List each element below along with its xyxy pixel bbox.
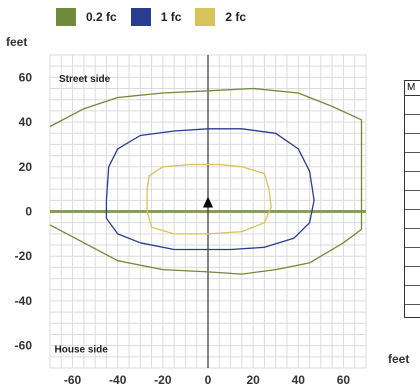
y-tick-label: 20 xyxy=(19,160,33,174)
x-tick-label: 20 xyxy=(246,373,260,387)
side-table-row xyxy=(405,134,420,153)
x-tick-label: -20 xyxy=(154,373,172,387)
side-table-row xyxy=(405,115,420,134)
side-table-row xyxy=(405,210,420,229)
x-tick-label: -60 xyxy=(64,373,82,387)
legend-item: 2 fc xyxy=(195,8,246,26)
y-tick-label: -20 xyxy=(15,249,33,263)
side-table-row xyxy=(405,229,420,248)
x-tick-label: -40 xyxy=(109,373,127,387)
chart-annotation: House side xyxy=(55,344,109,355)
legend-label: 2 fc xyxy=(225,10,247,24)
contour-0-2-fc xyxy=(49,87,363,275)
side-table-panel: M xyxy=(404,80,420,318)
legend-label: 1 fc xyxy=(160,10,182,24)
x-tick-label: 0 xyxy=(205,373,212,387)
y-tick-label: 0 xyxy=(25,205,32,219)
side-table-row xyxy=(405,172,420,191)
y-tick-label: -40 xyxy=(15,294,33,308)
legend-item: 0.2 fc xyxy=(56,8,117,26)
side-table-header: M xyxy=(405,81,420,96)
y-axis-unit-label: feet xyxy=(6,35,27,49)
side-table-row xyxy=(405,96,420,115)
side-table-row xyxy=(405,153,420,172)
side-table-row xyxy=(405,248,420,267)
x-tick-label: 60 xyxy=(337,373,351,387)
fixture-marker xyxy=(203,196,213,208)
y-tick-label: 40 xyxy=(19,115,33,129)
legend-swatch xyxy=(56,8,76,26)
legend-swatch xyxy=(130,8,151,26)
side-table-row xyxy=(405,267,420,286)
y-tick-label: 60 xyxy=(19,70,33,84)
side-panel-unit-label: feet xyxy=(388,352,410,366)
contour-2-fc xyxy=(146,163,272,235)
legend-swatch xyxy=(195,8,216,26)
side-table-row xyxy=(405,191,420,210)
x-tick-label: 40 xyxy=(292,373,306,387)
chart-legend: 0.2 fc 1 fc 2 fc xyxy=(56,6,246,28)
legend-item: 1 fc xyxy=(130,8,182,26)
side-table-row xyxy=(405,286,420,305)
y-tick-label: -60 xyxy=(15,339,33,353)
chart-annotation: Street side xyxy=(59,74,111,85)
legend-label: 0.2 fc xyxy=(86,10,117,24)
contour-1-fc xyxy=(105,128,315,251)
